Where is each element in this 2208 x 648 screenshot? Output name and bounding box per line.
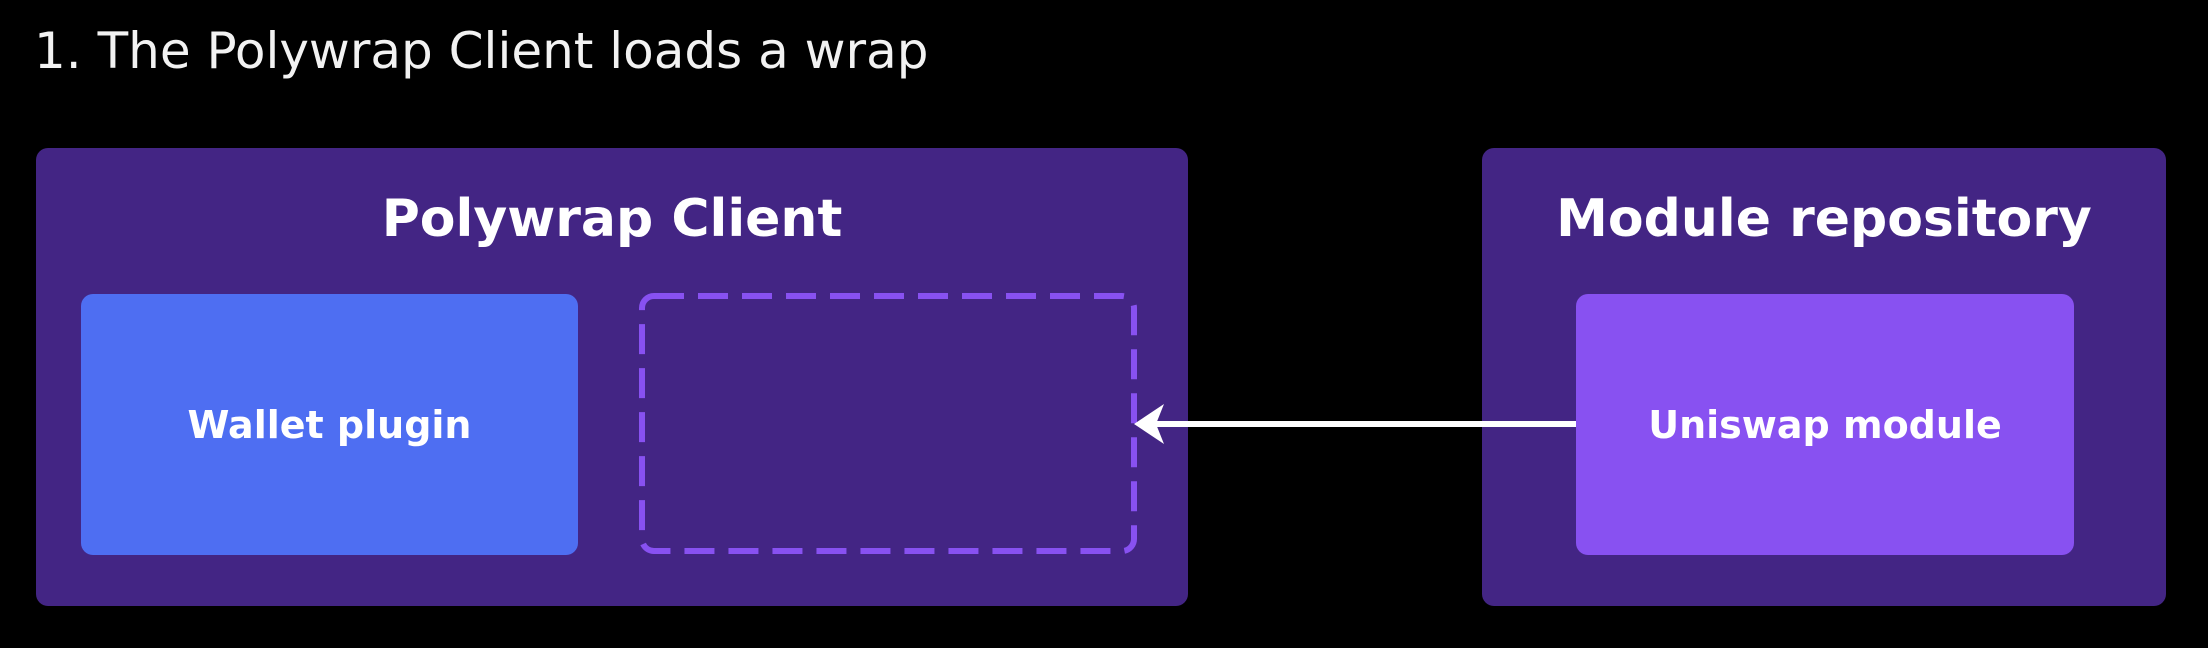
uniswap-module-label: Uniswap module	[1648, 402, 2002, 447]
wallet-plugin-label: Wallet plugin	[187, 402, 472, 447]
polywrap-client-panel: Polywrap Client Wallet plugin	[36, 148, 1188, 606]
module-repository-panel: Module repository Uniswap module	[1482, 148, 2166, 606]
wallet-plugin-box: Wallet plugin	[81, 294, 578, 555]
polywrap-client-title: Polywrap Client	[381, 189, 843, 249]
page-title: 1. The Polywrap Client loads a wrap	[34, 22, 929, 80]
empty-wrap-slot	[639, 293, 1137, 554]
load-arrow-head-icon	[1134, 404, 1164, 444]
module-repository-title: Module repository	[1556, 189, 2092, 249]
uniswap-module-box: Uniswap module	[1576, 294, 2074, 555]
